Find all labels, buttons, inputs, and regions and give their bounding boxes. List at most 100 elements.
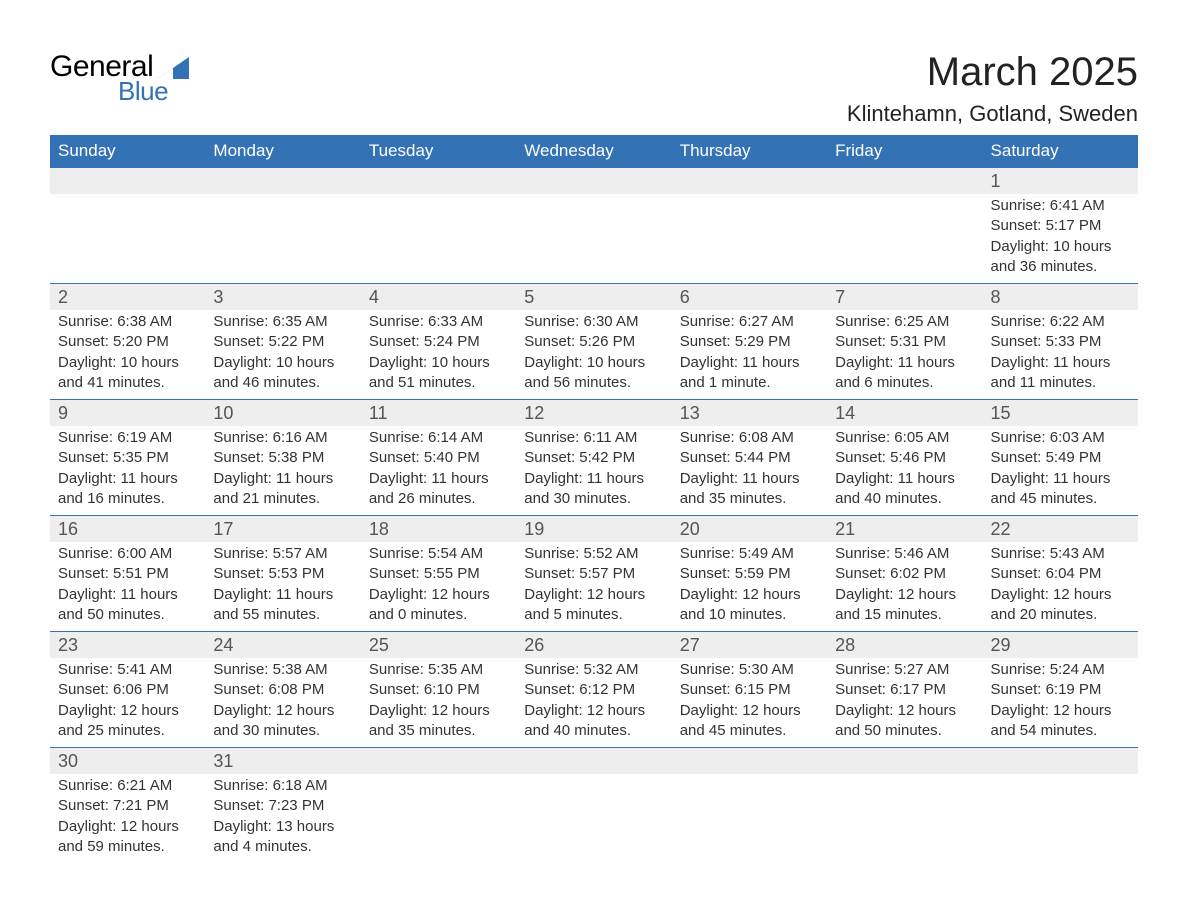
- day-number: 26: [516, 632, 671, 658]
- calendar-day: 26Sunrise: 5:32 AMSunset: 6:12 PMDayligh…: [516, 632, 671, 748]
- calendar-day: 12Sunrise: 6:11 AMSunset: 5:42 PMDayligh…: [516, 400, 671, 516]
- day-number: [361, 748, 516, 774]
- sunset-text: Sunset: 5:22 PM: [213, 332, 352, 352]
- day-data: [205, 194, 360, 222]
- calendar-day: 4Sunrise: 6:33 AMSunset: 5:24 PMDaylight…: [361, 284, 516, 400]
- day-data: Sunrise: 6:33 AMSunset: 5:24 PMDaylight:…: [361, 310, 516, 399]
- sunrise-text: Sunrise: 5:46 AM: [835, 544, 974, 564]
- daylight-text: Daylight: 11 hours and 45 minutes.: [991, 469, 1130, 510]
- day-data: Sunrise: 5:57 AMSunset: 5:53 PMDaylight:…: [205, 542, 360, 631]
- daylight-text: Daylight: 13 hours and 4 minutes.: [213, 817, 352, 858]
- day-data: Sunrise: 6:16 AMSunset: 5:38 PMDaylight:…: [205, 426, 360, 515]
- day-data: Sunrise: 6:25 AMSunset: 5:31 PMDaylight:…: [827, 310, 982, 399]
- sunrise-text: Sunrise: 6:30 AM: [524, 312, 663, 332]
- day-data: [672, 774, 827, 802]
- day-number: 31: [205, 748, 360, 774]
- daylight-text: Daylight: 12 hours and 59 minutes.: [58, 817, 197, 858]
- sunset-text: Sunset: 5:31 PM: [835, 332, 974, 352]
- page-title: March 2025: [847, 50, 1138, 95]
- day-number: [827, 748, 982, 774]
- day-data: Sunrise: 6:03 AMSunset: 5:49 PMDaylight:…: [983, 426, 1138, 515]
- sunrise-text: Sunrise: 5:38 AM: [213, 660, 352, 680]
- calendar-day: 30Sunrise: 6:21 AMSunset: 7:21 PMDayligh…: [50, 748, 205, 864]
- daylight-text: Daylight: 11 hours and 55 minutes.: [213, 585, 352, 626]
- calendar-day: 13Sunrise: 6:08 AMSunset: 5:44 PMDayligh…: [672, 400, 827, 516]
- day-data: [827, 774, 982, 802]
- day-data: [827, 194, 982, 222]
- sunrise-text: Sunrise: 5:49 AM: [680, 544, 819, 564]
- sunrise-text: Sunrise: 6:41 AM: [991, 196, 1130, 216]
- daylight-text: Daylight: 12 hours and 50 minutes.: [835, 701, 974, 742]
- daylight-text: Daylight: 12 hours and 40 minutes.: [524, 701, 663, 742]
- day-data: Sunrise: 5:54 AMSunset: 5:55 PMDaylight:…: [361, 542, 516, 631]
- page-subtitle: Klintehamn, Gotland, Sweden: [847, 101, 1138, 127]
- sunset-text: Sunset: 6:08 PM: [213, 680, 352, 700]
- calendar-day: 8Sunrise: 6:22 AMSunset: 5:33 PMDaylight…: [983, 284, 1138, 400]
- daylight-text: Daylight: 11 hours and 1 minute.: [680, 353, 819, 394]
- day-number: 18: [361, 516, 516, 542]
- sunrise-text: Sunrise: 5:35 AM: [369, 660, 508, 680]
- calendar-day: 3Sunrise: 6:35 AMSunset: 5:22 PMDaylight…: [205, 284, 360, 400]
- calendar-day: 1Sunrise: 6:41 AMSunset: 5:17 PMDaylight…: [983, 168, 1138, 284]
- calendar-day: 28Sunrise: 5:27 AMSunset: 6:17 PMDayligh…: [827, 632, 982, 748]
- daylight-text: Daylight: 12 hours and 25 minutes.: [58, 701, 197, 742]
- sunrise-text: Sunrise: 5:54 AM: [369, 544, 508, 564]
- calendar-day: 31Sunrise: 6:18 AMSunset: 7:23 PMDayligh…: [205, 748, 360, 864]
- sunset-text: Sunset: 6:10 PM: [369, 680, 508, 700]
- daylight-text: Daylight: 10 hours and 46 minutes.: [213, 353, 352, 394]
- day-number: 10: [205, 400, 360, 426]
- day-number: 21: [827, 516, 982, 542]
- calendar-day: 27Sunrise: 5:30 AMSunset: 6:15 PMDayligh…: [672, 632, 827, 748]
- calendar-day: 15Sunrise: 6:03 AMSunset: 5:49 PMDayligh…: [983, 400, 1138, 516]
- day-number: [672, 168, 827, 194]
- daylight-text: Daylight: 12 hours and 5 minutes.: [524, 585, 663, 626]
- calendar-day: 16Sunrise: 6:00 AMSunset: 5:51 PMDayligh…: [50, 516, 205, 632]
- day-number: 23: [50, 632, 205, 658]
- day-number: 3: [205, 284, 360, 310]
- sunrise-text: Sunrise: 6:22 AM: [991, 312, 1130, 332]
- calendar-day: 23Sunrise: 5:41 AMSunset: 6:06 PMDayligh…: [50, 632, 205, 748]
- day-data: Sunrise: 5:49 AMSunset: 5:59 PMDaylight:…: [672, 542, 827, 631]
- day-data: [516, 194, 671, 222]
- day-number: [827, 168, 982, 194]
- weekday-header: Monday: [205, 135, 360, 168]
- day-number: 13: [672, 400, 827, 426]
- sunset-text: Sunset: 5:51 PM: [58, 564, 197, 584]
- sunrise-text: Sunrise: 5:52 AM: [524, 544, 663, 564]
- sunset-text: Sunset: 5:55 PM: [369, 564, 508, 584]
- sunrise-text: Sunrise: 6:25 AM: [835, 312, 974, 332]
- calendar-day: 24Sunrise: 5:38 AMSunset: 6:08 PMDayligh…: [205, 632, 360, 748]
- daylight-text: Daylight: 11 hours and 6 minutes.: [835, 353, 974, 394]
- day-number: 27: [672, 632, 827, 658]
- calendar-day-empty: [361, 748, 516, 864]
- daylight-text: Daylight: 10 hours and 36 minutes.: [991, 237, 1130, 278]
- sunrise-text: Sunrise: 6:19 AM: [58, 428, 197, 448]
- calendar-week: 23Sunrise: 5:41 AMSunset: 6:06 PMDayligh…: [50, 632, 1138, 748]
- calendar-day-empty: [672, 748, 827, 864]
- day-data: Sunrise: 5:41 AMSunset: 6:06 PMDaylight:…: [50, 658, 205, 747]
- daylight-text: Daylight: 12 hours and 10 minutes.: [680, 585, 819, 626]
- day-data: Sunrise: 6:11 AMSunset: 5:42 PMDaylight:…: [516, 426, 671, 515]
- day-data: [672, 194, 827, 222]
- sunrise-text: Sunrise: 6:18 AM: [213, 776, 352, 796]
- sunset-text: Sunset: 5:46 PM: [835, 448, 974, 468]
- day-data: Sunrise: 6:14 AMSunset: 5:40 PMDaylight:…: [361, 426, 516, 515]
- daylight-text: Daylight: 10 hours and 56 minutes.: [524, 353, 663, 394]
- day-data: Sunrise: 6:05 AMSunset: 5:46 PMDaylight:…: [827, 426, 982, 515]
- day-data: Sunrise: 6:22 AMSunset: 5:33 PMDaylight:…: [983, 310, 1138, 399]
- day-number: 8: [983, 284, 1138, 310]
- day-number: [983, 748, 1138, 774]
- calendar-week: 2Sunrise: 6:38 AMSunset: 5:20 PMDaylight…: [50, 284, 1138, 400]
- day-number: 7: [827, 284, 982, 310]
- day-data: Sunrise: 5:46 AMSunset: 6:02 PMDaylight:…: [827, 542, 982, 631]
- sunrise-text: Sunrise: 6:00 AM: [58, 544, 197, 564]
- day-data: Sunrise: 5:52 AMSunset: 5:57 PMDaylight:…: [516, 542, 671, 631]
- sunrise-text: Sunrise: 5:27 AM: [835, 660, 974, 680]
- calendar-day: 10Sunrise: 6:16 AMSunset: 5:38 PMDayligh…: [205, 400, 360, 516]
- day-number: [50, 168, 205, 194]
- weekday-header: Friday: [827, 135, 982, 168]
- day-data: Sunrise: 5:27 AMSunset: 6:17 PMDaylight:…: [827, 658, 982, 747]
- sunset-text: Sunset: 7:23 PM: [213, 796, 352, 816]
- sunrise-text: Sunrise: 6:08 AM: [680, 428, 819, 448]
- logo: General Blue: [50, 50, 189, 107]
